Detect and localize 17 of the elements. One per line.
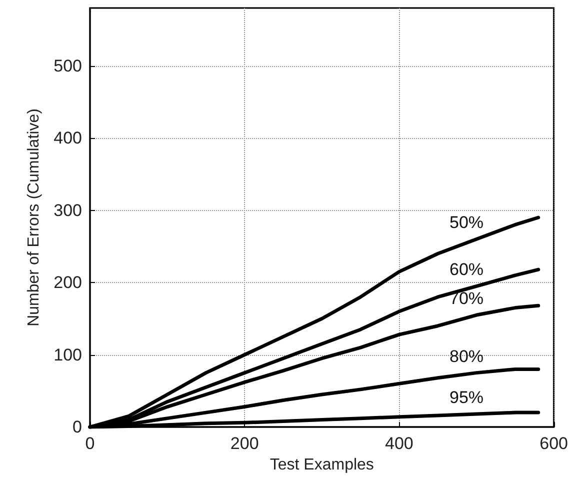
x-axis-title: Test Examples <box>270 456 374 474</box>
x-tick-label: 0 <box>85 434 95 453</box>
series-label: 80% <box>450 346 484 366</box>
y-tick-label: 100 <box>54 345 82 364</box>
y-tick-label: 0 <box>72 418 82 436</box>
y-tick-label: 500 <box>54 56 82 76</box>
y-tick-label: 300 <box>54 200 82 220</box>
x-tick-label: 600 <box>540 434 568 453</box>
series-label: 60% <box>450 260 484 280</box>
x-tick-label: 400 <box>385 434 414 453</box>
y-tick-label: 200 <box>54 273 82 292</box>
y-axis-title: Number of Errors (Cumulative) <box>26 108 42 326</box>
series-label: 95% <box>450 388 484 407</box>
series-label: 70% <box>450 289 484 308</box>
y-tick-label: 400 <box>54 128 82 148</box>
x-tick-label: 200 <box>230 434 259 453</box>
series-label: 50% <box>450 213 484 232</box>
